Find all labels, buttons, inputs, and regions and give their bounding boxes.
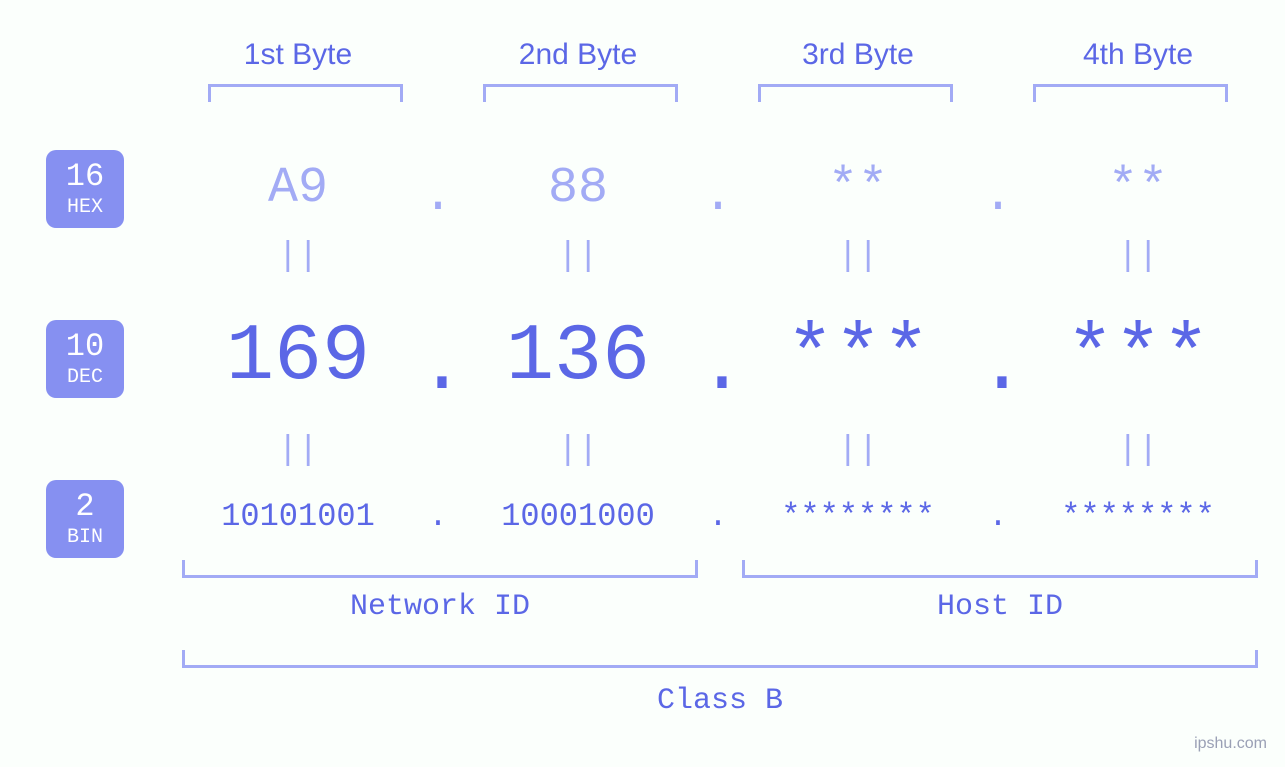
base-badge-num-bin: 2 — [75, 489, 94, 524]
base-badge-abbr-hex: HEX — [67, 197, 103, 219]
byte-header-3: 3rd Byte — [748, 38, 968, 72]
hex-byte-3: ** — [728, 160, 988, 217]
dot-hex-1: . — [423, 168, 453, 225]
byte-top-bracket-4 — [1033, 84, 1228, 102]
class-bracket — [182, 650, 1258, 668]
watermark: ipshu.com — [1194, 735, 1267, 753]
equals-hex-dec-1: || — [168, 238, 428, 276]
bin-byte-2: 10001000 — [448, 498, 708, 535]
base-badge-bin: 2 BIN — [46, 480, 124, 558]
hex-byte-2: 88 — [448, 160, 708, 217]
dec-byte-2: 136 — [448, 312, 708, 403]
equals-dec-bin-1: || — [168, 432, 428, 470]
dot-dec-2: . — [698, 322, 738, 413]
dec-byte-1: 169 — [168, 312, 428, 403]
base-badge-num-dec: 10 — [66, 329, 104, 364]
byte-top-bracket-1 — [208, 84, 403, 102]
equals-hex-dec-3: || — [728, 238, 988, 276]
network-id-bracket — [182, 560, 698, 578]
equals-dec-bin-3: || — [728, 432, 988, 470]
equals-hex-dec-4: || — [1008, 238, 1268, 276]
host-id-label: Host ID — [742, 590, 1258, 624]
network-id-label: Network ID — [182, 590, 698, 624]
byte-top-bracket-2 — [483, 84, 678, 102]
dot-dec-3: . — [978, 322, 1018, 413]
dot-bin-3: . — [986, 498, 1010, 535]
byte-header-1: 1st Byte — [188, 38, 408, 72]
equals-dec-bin-4: || — [1008, 432, 1268, 470]
host-id-bracket — [742, 560, 1258, 578]
dot-bin-1: . — [426, 498, 450, 535]
bin-byte-4: ******** — [1008, 498, 1268, 535]
dec-byte-3: *** — [728, 312, 988, 403]
dot-dec-1: . — [418, 322, 458, 413]
base-badge-hex: 16 HEX — [46, 150, 124, 228]
dot-hex-3: . — [983, 168, 1013, 225]
byte-top-bracket-3 — [758, 84, 953, 102]
byte-header-4: 4th Byte — [1028, 38, 1248, 72]
dot-bin-2: . — [706, 498, 730, 535]
equals-hex-dec-2: || — [448, 238, 708, 276]
hex-byte-1: A9 — [168, 160, 428, 217]
base-badge-num-hex: 16 — [66, 159, 104, 194]
class-label: Class B — [182, 684, 1258, 718]
equals-dec-bin-2: || — [448, 432, 708, 470]
base-badge-abbr-bin: BIN — [67, 527, 103, 549]
hex-byte-4: ** — [1008, 160, 1268, 217]
byte-header-2: 2nd Byte — [468, 38, 688, 72]
base-badge-abbr-dec: DEC — [67, 367, 103, 389]
bin-byte-3: ******** — [728, 498, 988, 535]
dot-hex-2: . — [703, 168, 733, 225]
bin-byte-1: 10101001 — [168, 498, 428, 535]
base-badge-dec: 10 DEC — [46, 320, 124, 398]
dec-byte-4: *** — [1008, 312, 1268, 403]
